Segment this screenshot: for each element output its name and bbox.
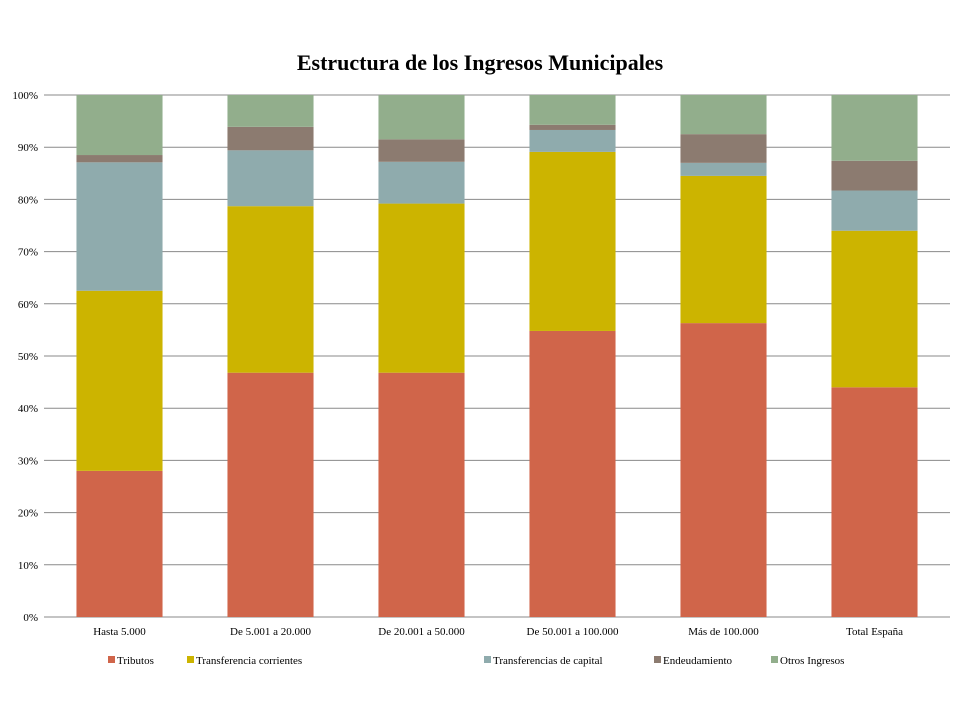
bar-segment bbox=[529, 124, 616, 130]
bar-segment bbox=[378, 95, 465, 140]
bar-segment bbox=[227, 126, 314, 151]
legend-label: Otros Ingresos bbox=[780, 655, 844, 667]
bar-segment bbox=[76, 95, 163, 156]
y-tick-label: 40% bbox=[18, 403, 38, 415]
legend-swatch bbox=[654, 656, 661, 663]
bar-segment bbox=[680, 323, 767, 617]
bar-segment bbox=[378, 139, 465, 162]
legend-swatch bbox=[484, 656, 491, 663]
bar-segment bbox=[529, 129, 616, 152]
legend: Tributos Transferencia corrientes Transfer… bbox=[108, 655, 844, 667]
x-tick-label: Hasta 5.000 bbox=[93, 626, 146, 638]
bar-segment bbox=[529, 95, 616, 125]
bar-segment bbox=[227, 206, 314, 373]
legend-swatch bbox=[187, 656, 194, 663]
bar-segment bbox=[76, 290, 163, 471]
bar-segment bbox=[831, 387, 918, 617]
legend-label: Transferencia corrientes bbox=[196, 655, 302, 667]
chart-title: Estructura de los Ingresos Municipales bbox=[296, 50, 664, 75]
bar-segment bbox=[76, 155, 163, 163]
y-tick-label: 20% bbox=[18, 508, 38, 520]
x-tick-label: De 5.001 a 20.000 bbox=[230, 626, 311, 638]
bar-segment bbox=[378, 372, 465, 617]
bars bbox=[76, 95, 918, 617]
bar-segment bbox=[831, 95, 918, 161]
y-tick-label: 80% bbox=[18, 194, 38, 206]
y-tick-label: 10% bbox=[18, 560, 38, 572]
x-tick-label: Total España bbox=[846, 626, 903, 638]
bar-segment bbox=[831, 230, 918, 388]
y-tick-label: 30% bbox=[18, 455, 38, 467]
legend-swatch bbox=[771, 656, 778, 663]
bar-segment bbox=[529, 151, 616, 331]
legend-label: Tributos bbox=[117, 655, 154, 667]
legend-swatch bbox=[108, 656, 115, 663]
x-tick-label: Más de 100.000 bbox=[688, 626, 759, 638]
gridlines bbox=[44, 94, 950, 618]
y-tick-label: 0% bbox=[23, 612, 38, 624]
bar-segment bbox=[680, 134, 767, 163]
bar-segment bbox=[227, 95, 314, 127]
bar-segment bbox=[227, 150, 314, 207]
y-tick-label: 50% bbox=[18, 351, 38, 363]
bar-segment bbox=[529, 330, 616, 617]
y-tick-label: 100% bbox=[12, 90, 38, 102]
bar-segment bbox=[680, 175, 767, 324]
bar-segment bbox=[76, 470, 163, 617]
bar-segment bbox=[76, 162, 163, 291]
bar-segment bbox=[831, 160, 918, 191]
bar-segment bbox=[680, 162, 767, 176]
x-tick-label: De 20.001 a 50.000 bbox=[378, 626, 465, 638]
legend-label: Transferencias de capital bbox=[493, 655, 603, 667]
bar-segment bbox=[831, 190, 918, 231]
y-tick-label: 70% bbox=[18, 247, 38, 259]
legend-label: Endeudamiento bbox=[663, 655, 733, 667]
bar-segment bbox=[227, 372, 314, 617]
bar-segment bbox=[680, 95, 767, 135]
y-tick-label: 90% bbox=[18, 142, 38, 154]
bar-segment bbox=[378, 203, 465, 373]
x-tick-label: De 50.001 a 100.000 bbox=[527, 626, 619, 638]
axis-labels: 0% 10% 20% 30% 40% 50% 60% 70% 80% 90% 100% Hasta 5… bbox=[12, 90, 903, 638]
bar-segment bbox=[378, 161, 465, 204]
y-tick-label: 60% bbox=[18, 299, 38, 311]
